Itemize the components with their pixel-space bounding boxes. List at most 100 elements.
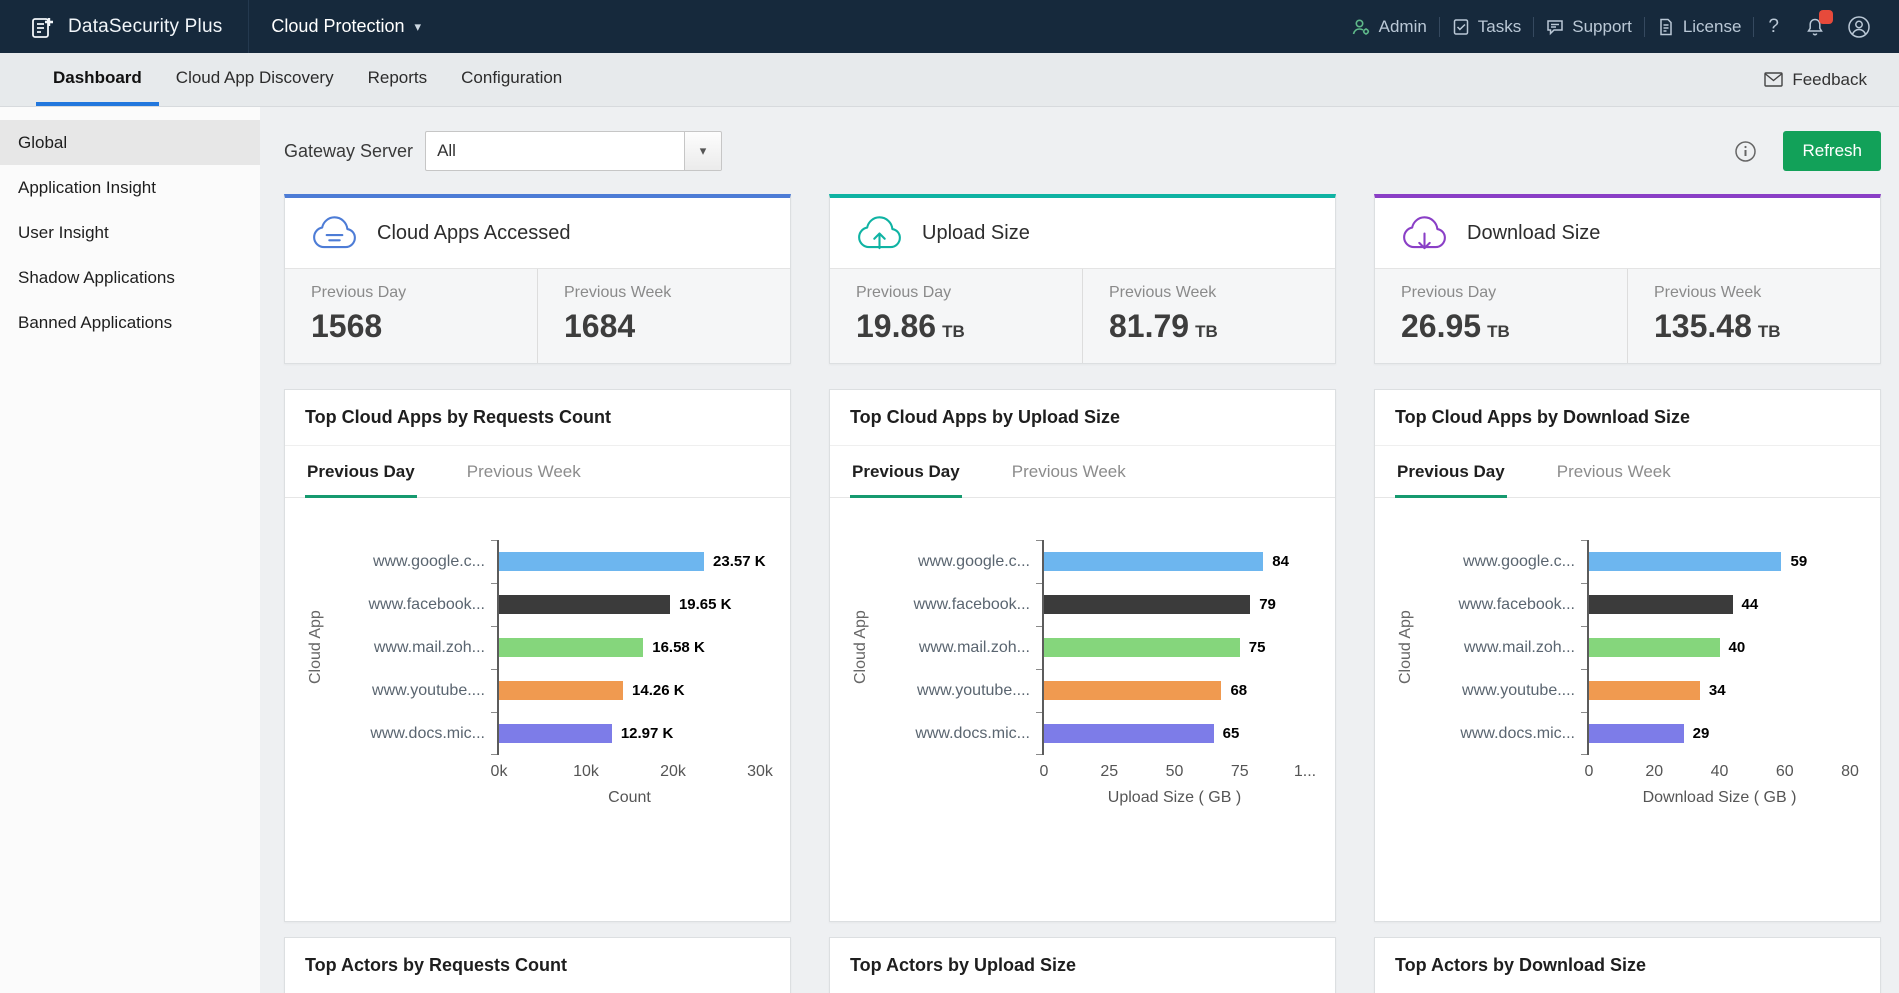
bar-track: 79 (1042, 583, 1305, 626)
value-label: 19.65 K (679, 596, 732, 613)
chart-card-requests-count: Top Cloud Apps by Requests Count Previou… (284, 389, 791, 922)
value-label: 40 (1729, 639, 1746, 656)
stat-label: Previous Week (1109, 284, 1309, 302)
chart-tabs: Previous Day Previous Week (1375, 446, 1880, 498)
value-label: 29 (1693, 725, 1710, 742)
sidebar-item-global[interactable]: Global (0, 120, 260, 165)
stat-previous-day: Previous Day 26.95TB (1375, 269, 1627, 363)
sidebar-item-banned-applications[interactable]: Banned Applications (0, 300, 260, 345)
x-tick-label: 30k (747, 763, 773, 781)
category-label: www.google.c... (872, 553, 1042, 571)
notifications-button[interactable] (1793, 17, 1837, 37)
chart-card-download-size: Top Cloud Apps by Download Size Previous… (1374, 389, 1881, 922)
bar (1589, 724, 1684, 743)
card-top-actors-download: Top Actors by Download Size (1374, 937, 1881, 993)
tasks-icon (1452, 18, 1470, 36)
x-tick-label: 0 (1040, 763, 1049, 781)
top-menu: Admin Tasks Support License (1339, 15, 1899, 39)
bar-track: 59 (1587, 540, 1850, 583)
stat-label: Previous Week (564, 284, 764, 302)
category-label: www.facebook... (1417, 596, 1587, 614)
help-button[interactable]: ? (1754, 16, 1793, 38)
license-label: License (1683, 17, 1742, 37)
category-label: www.docs.mic... (1417, 725, 1587, 743)
value-label: 34 (1709, 682, 1726, 699)
bar (1589, 552, 1781, 571)
license-menu-item[interactable]: License (1645, 17, 1754, 37)
bar (499, 638, 643, 657)
bar (499, 552, 704, 571)
tab-previous-day[interactable]: Previous Day (850, 446, 962, 498)
sidebar-item-user-insight[interactable]: User Insight (0, 210, 260, 255)
stat-label: Previous Day (856, 284, 1056, 302)
value-label: 14.26 K (632, 682, 685, 699)
sidebar-item-application-insight[interactable]: Application Insight (0, 165, 260, 210)
category-label: www.google.c... (327, 553, 497, 571)
category-label: www.youtube.... (1417, 682, 1587, 700)
toolbar: Gateway Server All ▾ Refresh (284, 131, 1881, 171)
bar-row: www.youtube....68 (872, 669, 1305, 712)
tasks-menu-item[interactable]: Tasks (1440, 17, 1533, 37)
bar (499, 724, 612, 743)
bar-row: www.facebook...19.65 K (327, 583, 760, 626)
tab-previous-week[interactable]: Previous Week (465, 446, 583, 498)
summary-card-cloud-apps-accessed: Cloud Apps Accessed Previous Day 1568 Pr… (284, 194, 791, 364)
feedback-button[interactable]: Feedback (1764, 70, 1867, 90)
tab-previous-week[interactable]: Previous Week (1555, 446, 1673, 498)
bar (1589, 681, 1700, 700)
tab-cloud-app-discovery[interactable]: Cloud App Discovery (159, 53, 351, 106)
bar-row: www.google.c...59 (1417, 540, 1850, 583)
module-selector-label: Cloud Protection (271, 16, 404, 37)
value-label: 65 (1223, 725, 1240, 742)
stat-label: Previous Day (311, 284, 511, 302)
gateway-server-select[interactable]: All ▾ (425, 131, 722, 171)
x-tick-label: 50 (1166, 763, 1184, 781)
bar (499, 595, 670, 614)
bar-track: 68 (1042, 669, 1305, 712)
tab-reports[interactable]: Reports (351, 53, 445, 106)
x-tick-label: 80 (1841, 763, 1859, 781)
bar (1044, 681, 1221, 700)
stat-previous-day: Previous Day 19.86TB (830, 269, 1082, 363)
bar-row: www.docs.mic... 29 (1417, 712, 1850, 755)
support-menu-item[interactable]: Support (1534, 17, 1644, 37)
chart-title: Top Cloud Apps by Requests Count (285, 390, 790, 446)
summary-card-title: Upload Size (922, 222, 1030, 245)
refresh-button[interactable]: Refresh (1783, 131, 1881, 171)
sidebar: Global Application Insight User Insight … (0, 107, 260, 993)
info-button[interactable] (1734, 140, 1757, 163)
tab-previous-week[interactable]: Previous Week (1010, 446, 1128, 498)
category-label: www.youtube.... (327, 682, 497, 700)
support-icon (1546, 18, 1564, 36)
value-label: 44 (1742, 596, 1759, 613)
stat-previous-day: Previous Day 1568 (285, 269, 537, 363)
category-label: www.mail.zoh... (327, 639, 497, 657)
y-axis-title: Cloud App (1395, 540, 1417, 755)
bar (1044, 552, 1263, 571)
stat-unit: TB (1487, 322, 1510, 341)
x-tick-label: 20 (1645, 763, 1663, 781)
plot-area: www.google.c...84www.facebook...79www.ma… (872, 540, 1305, 755)
value-label: 12.97 K (621, 725, 674, 742)
module-selector[interactable]: Cloud Protection ▾ (271, 16, 421, 37)
bar (1589, 638, 1720, 657)
category-label: www.youtube.... (872, 682, 1042, 700)
user-avatar[interactable] (1837, 15, 1873, 39)
category-label: www.mail.zoh... (872, 639, 1042, 657)
info-icon (1734, 140, 1757, 163)
x-tick-label: 0 (1585, 763, 1594, 781)
tab-configuration[interactable]: Configuration (444, 53, 579, 106)
value-label: 23.57 K (713, 553, 766, 570)
notification-badge (1819, 10, 1833, 24)
x-axis-title: Upload Size ( GB ) (1044, 789, 1305, 807)
sidebar-item-shadow-applications[interactable]: Shadow Applications (0, 255, 260, 300)
stat-unit: TB (1195, 322, 1218, 341)
tab-previous-day[interactable]: Previous Day (1395, 446, 1507, 498)
admin-menu-item[interactable]: Admin (1339, 17, 1439, 37)
chevron-down-icon: ▾ (415, 19, 422, 35)
bar-row: www.docs.mic...12.97 K (327, 712, 760, 755)
tab-previous-day[interactable]: Previous Day (305, 446, 417, 498)
x-tick-label: 40 (1711, 763, 1729, 781)
tab-dashboard[interactable]: Dashboard (36, 53, 159, 106)
brand: DataSecurity Plus (0, 0, 249, 53)
